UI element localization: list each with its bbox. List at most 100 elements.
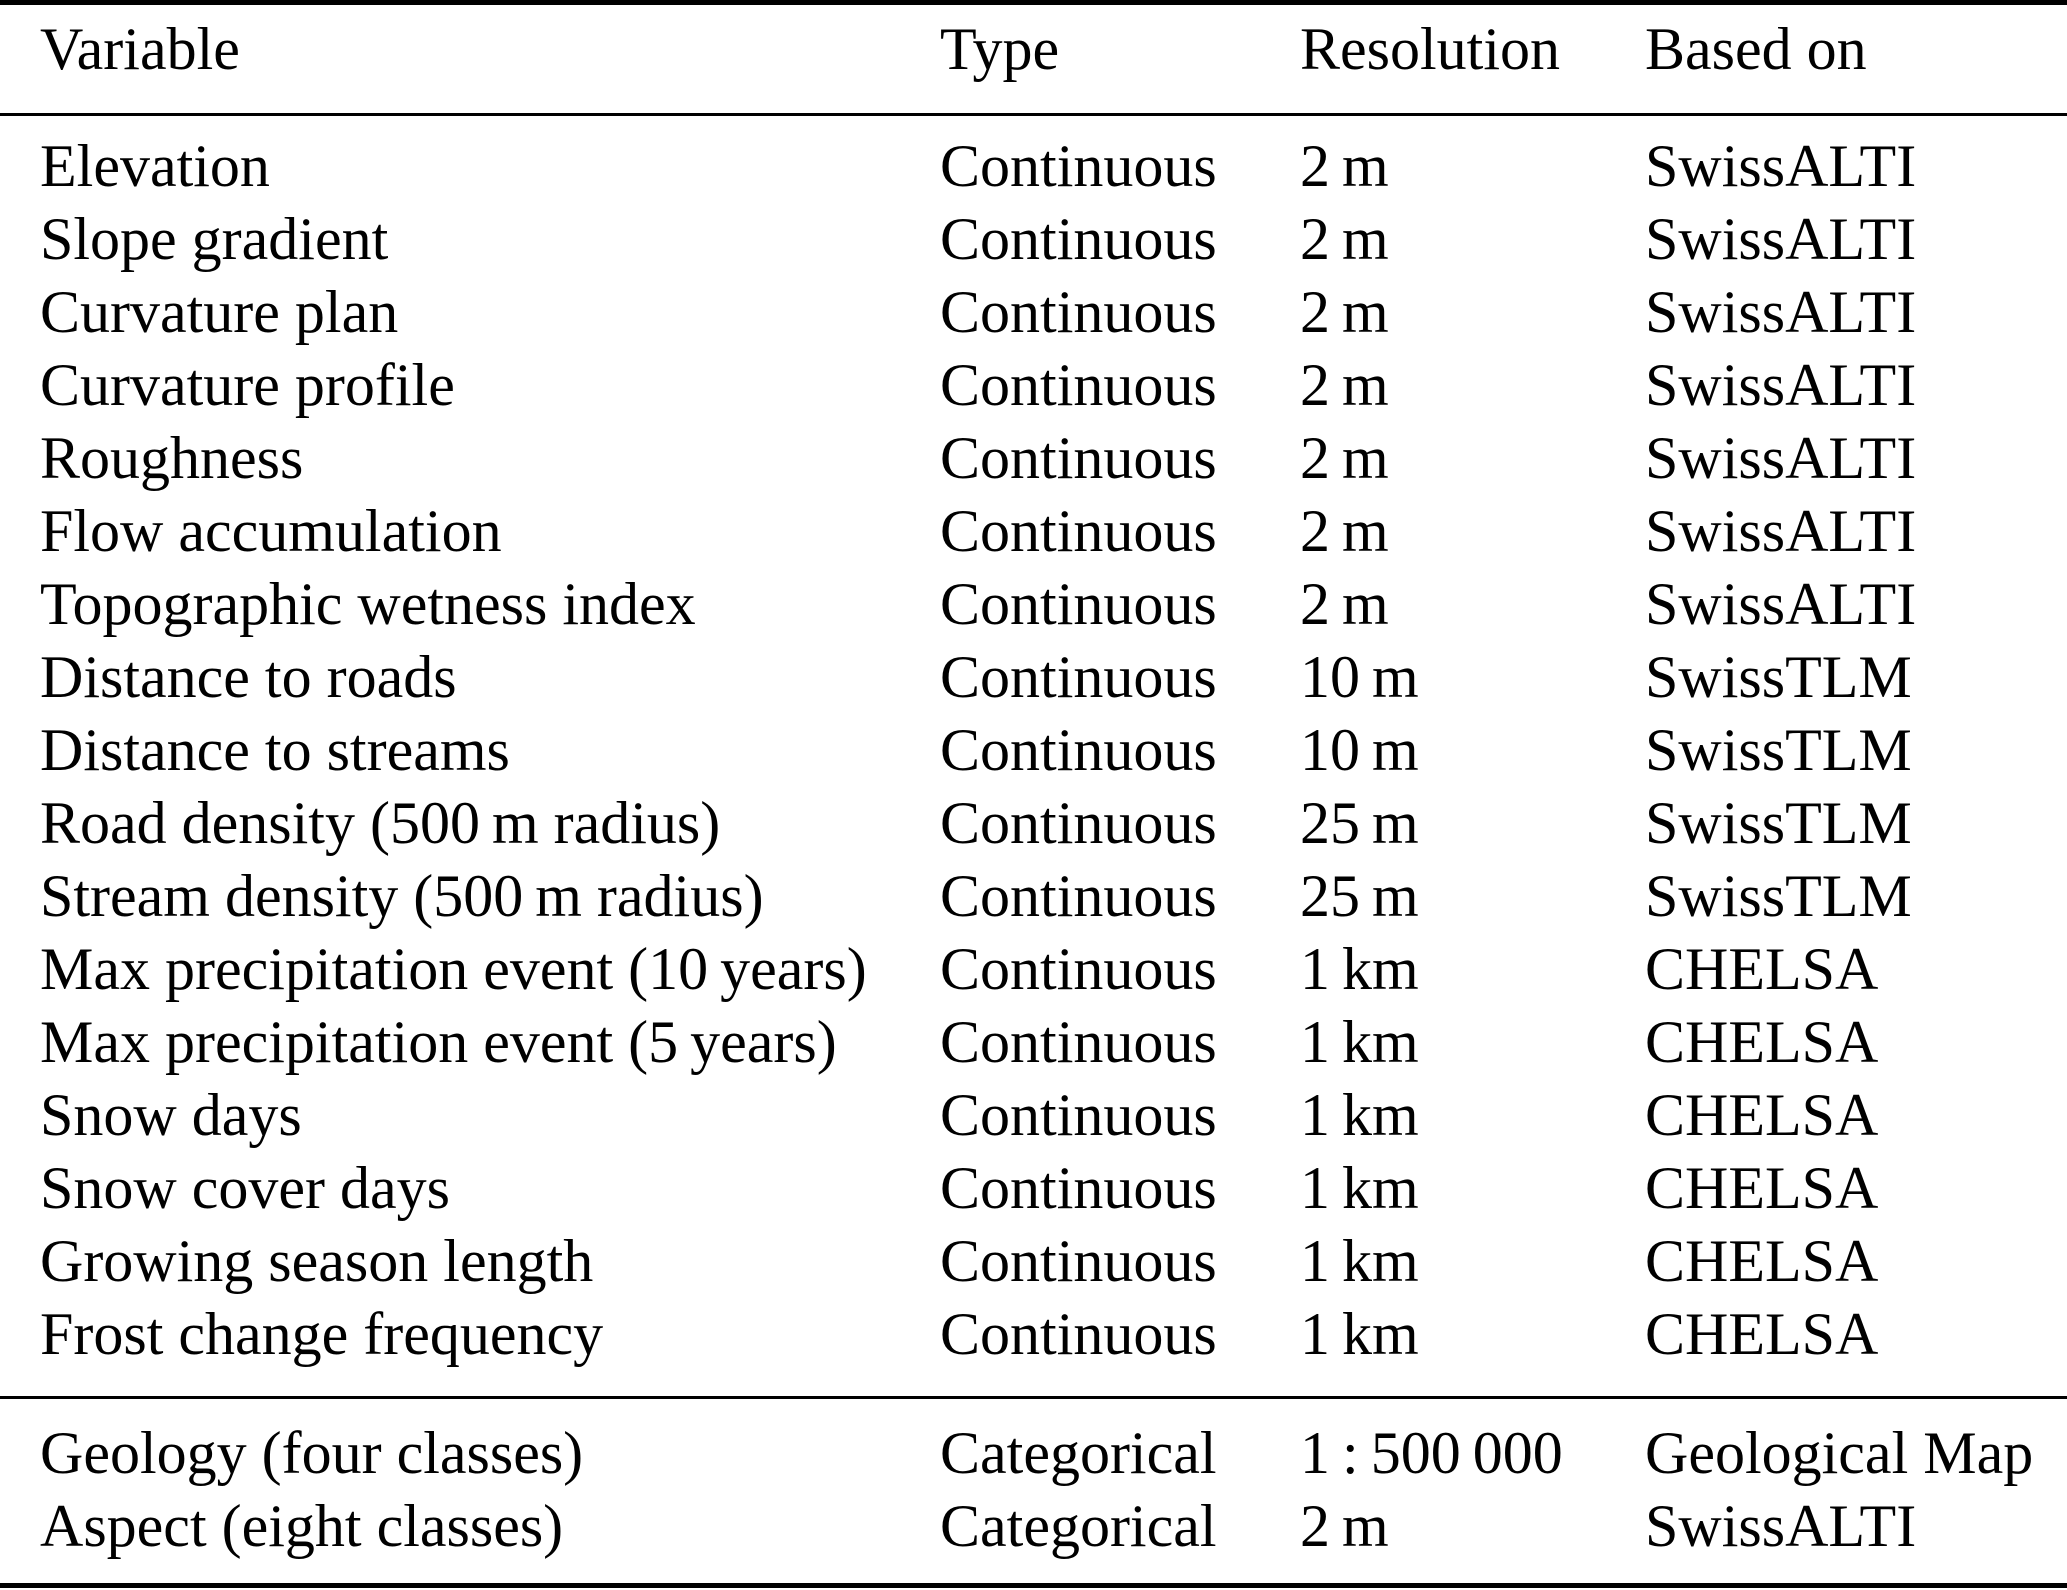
cell-type: Continuous: [940, 936, 1217, 1002]
cell-type: Continuous: [940, 425, 1217, 491]
cell-resolution: 10 m: [1300, 717, 1419, 783]
table-row: Road density (500 m radius) Continuous 2…: [0, 787, 2067, 860]
table-row: Curvature profile Continuous 2 m SwissAL…: [0, 349, 2067, 422]
column-header-variable: Variable: [40, 16, 240, 82]
table-row: Aspect (eight classes) Categorical 2 m S…: [0, 1490, 2067, 1563]
table-row: Slope gradient Continuous 2 m SwissALTI: [0, 203, 2067, 276]
table-row: Max precipitation event (5 years) Contin…: [0, 1006, 2067, 1079]
table-row: Distance to streams Continuous 10 m Swis…: [0, 714, 2067, 787]
cell-variable: Slope gradient: [40, 206, 389, 272]
cell-variable: Distance to streams: [40, 717, 510, 783]
cell-type: Continuous: [940, 717, 1217, 783]
cell-resolution: 1 km: [1300, 1082, 1419, 1148]
cell-variable: Max precipitation event (5 years): [40, 1009, 837, 1075]
cell-based-on: Geological Map: [1645, 1420, 2034, 1486]
cell-type: Continuous: [940, 352, 1217, 418]
table-row: Elevation Continuous 2 m SwissALTI: [0, 130, 2067, 203]
bottom-rule: [0, 1583, 2067, 1588]
cell-resolution: 2 m: [1300, 206, 1389, 272]
table-row: Stream density (500 m radius) Continuous…: [0, 860, 2067, 933]
cell-resolution: 10 m: [1300, 644, 1419, 710]
cell-resolution: 2 m: [1300, 425, 1389, 491]
cell-variable: Topographic wetness index: [40, 571, 696, 637]
cell-based-on: SwissALTI: [1645, 1493, 1917, 1559]
table-row: Geology (four classes) Categorical 1 : 5…: [0, 1417, 2067, 1490]
cell-variable: Max precipitation event (10 years): [40, 936, 867, 1002]
cell-type: Continuous: [940, 863, 1217, 929]
cell-type: Categorical: [940, 1493, 1217, 1559]
cell-based-on: SwissTLM: [1645, 790, 1912, 856]
cell-variable: Snow days: [40, 1082, 302, 1148]
table-row: Flow accumulation Continuous 2 m SwissAL…: [0, 495, 2067, 568]
cell-based-on: SwissALTI: [1645, 498, 1917, 564]
cell-variable: Curvature plan: [40, 279, 399, 345]
table-row: Max precipitation event (10 years) Conti…: [0, 933, 2067, 1006]
cell-resolution: 1 km: [1300, 1009, 1419, 1075]
cell-variable: Aspect (eight classes): [40, 1493, 564, 1559]
cell-type: Continuous: [940, 1082, 1217, 1148]
cell-type: Continuous: [940, 133, 1217, 199]
cell-type: Continuous: [940, 498, 1217, 564]
cell-variable: Road density (500 m radius): [40, 790, 721, 856]
table-row: Distance to roads Continuous 10 m SwissT…: [0, 641, 2067, 714]
cell-type: Continuous: [940, 790, 1217, 856]
cell-type: Categorical: [940, 1420, 1217, 1486]
cell-based-on: SwissALTI: [1645, 279, 1917, 345]
cell-resolution: 2 m: [1300, 1493, 1389, 1559]
header-rule: [0, 113, 2067, 116]
cell-resolution: 1 km: [1300, 1228, 1419, 1294]
cell-resolution: 1 km: [1300, 936, 1419, 1002]
cell-type: Continuous: [940, 1155, 1217, 1221]
cell-variable: Growing season length: [40, 1228, 594, 1294]
cell-variable: Curvature profile: [40, 352, 455, 418]
cell-resolution: 1 km: [1300, 1301, 1419, 1367]
cell-type: Continuous: [940, 206, 1217, 272]
cell-resolution: 2 m: [1300, 498, 1389, 564]
cell-based-on: CHELSA: [1645, 1082, 1879, 1148]
table-header-row: Variable Type Resolution Based on: [0, 13, 2067, 86]
cell-based-on: CHELSA: [1645, 1301, 1879, 1367]
cell-resolution: 2 m: [1300, 571, 1389, 637]
table-row: Curvature plan Continuous 2 m SwissALTI: [0, 276, 2067, 349]
cell-type: Continuous: [940, 571, 1217, 637]
cell-based-on: CHELSA: [1645, 1009, 1879, 1075]
cell-variable: Distance to roads: [40, 644, 457, 710]
cell-type: Continuous: [940, 1009, 1217, 1075]
cell-type: Continuous: [940, 644, 1217, 710]
cell-based-on: SwissALTI: [1645, 425, 1917, 491]
cell-based-on: SwissALTI: [1645, 206, 1917, 272]
cell-variable: Geology (four classes): [40, 1420, 584, 1486]
table-row: Roughness Continuous 2 m SwissALTI: [0, 422, 2067, 495]
categorical-section: Geology (four classes) Categorical 1 : 5…: [0, 1417, 2067, 1563]
cell-type: Continuous: [940, 1301, 1217, 1367]
cell-based-on: SwissTLM: [1645, 863, 1912, 929]
section-rule: [0, 1396, 2067, 1399]
cell-variable: Snow cover days: [40, 1155, 450, 1221]
cell-based-on: CHELSA: [1645, 1155, 1879, 1221]
cell-resolution: 1 km: [1300, 1155, 1419, 1221]
cell-variable: Frost change frequency: [40, 1301, 604, 1367]
table-row: Snow days Continuous 1 km CHELSA: [0, 1079, 2067, 1152]
cell-resolution: 2 m: [1300, 279, 1389, 345]
cell-resolution: 25 m: [1300, 790, 1419, 856]
table-row: Frost change frequency Continuous 1 km C…: [0, 1298, 2067, 1371]
cell-based-on: SwissALTI: [1645, 571, 1917, 637]
table-row: Topographic wetness index Continuous 2 m…: [0, 568, 2067, 641]
table-row: Growing season length Continuous 1 km CH…: [0, 1225, 2067, 1298]
cell-based-on: CHELSA: [1645, 936, 1879, 1002]
cell-variable: Elevation: [40, 133, 270, 199]
cell-variable: Roughness: [40, 425, 304, 491]
cell-variable: Stream density (500 m radius): [40, 863, 764, 929]
cell-resolution: 25 m: [1300, 863, 1419, 929]
column-header-based-on: Based on: [1645, 16, 1867, 82]
cell-based-on: SwissTLM: [1645, 717, 1912, 783]
cell-based-on: CHELSA: [1645, 1228, 1879, 1294]
column-header-resolution: Resolution: [1300, 16, 1561, 82]
cell-type: Continuous: [940, 279, 1217, 345]
cell-based-on: SwissTLM: [1645, 644, 1912, 710]
top-rule: [0, 0, 2067, 5]
cell-variable: Flow accumulation: [40, 498, 502, 564]
cell-type: Continuous: [940, 1228, 1217, 1294]
cell-resolution: 2 m: [1300, 352, 1389, 418]
